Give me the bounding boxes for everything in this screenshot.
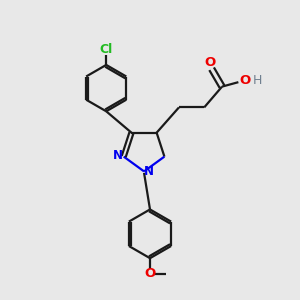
- Text: H: H: [253, 74, 262, 87]
- Text: N: N: [113, 148, 123, 162]
- Text: O: O: [144, 267, 156, 280]
- Text: O: O: [239, 74, 250, 87]
- Text: Cl: Cl: [100, 43, 113, 56]
- Text: O: O: [205, 56, 216, 69]
- Text: N: N: [143, 165, 154, 178]
